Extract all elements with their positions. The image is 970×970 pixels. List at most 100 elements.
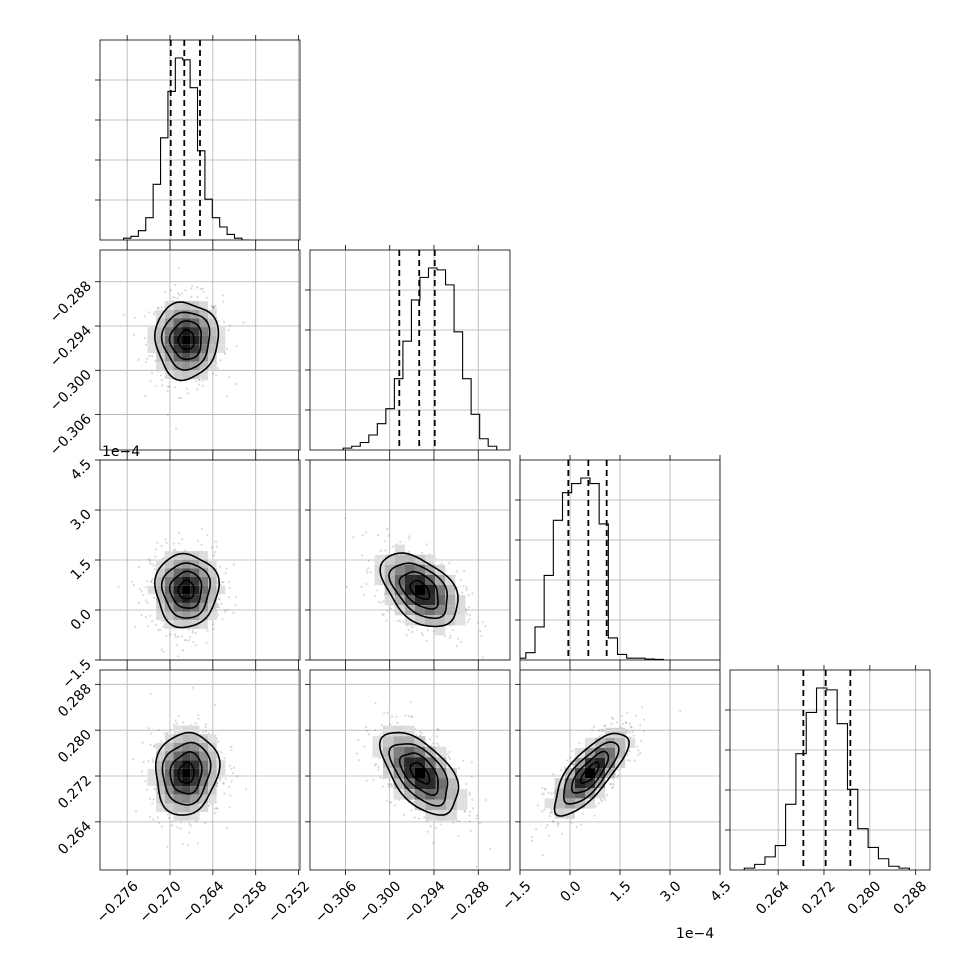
sample-point	[218, 565, 221, 568]
density-cell	[435, 789, 447, 800]
sample-point	[489, 847, 492, 851]
density-contour	[153, 301, 220, 382]
sample-point	[160, 544, 163, 548]
density-cell	[182, 794, 191, 804]
sample-point	[214, 307, 218, 310]
sample-point	[467, 593, 470, 597]
sample-point	[231, 772, 235, 775]
sample-point	[626, 753, 629, 756]
density-cell	[404, 585, 415, 596]
sample-point	[173, 296, 176, 299]
density-cell	[414, 615, 425, 626]
density-cell	[208, 585, 217, 595]
sample-point	[461, 759, 465, 762]
sample-point	[389, 607, 392, 610]
density-cell	[164, 361, 174, 371]
sample-point	[390, 783, 393, 786]
sample-point	[480, 634, 483, 638]
density-contour	[161, 741, 212, 806]
density-cell	[605, 737, 616, 748]
sample-point	[637, 753, 640, 756]
sample-point	[222, 581, 225, 584]
density-cell	[156, 768, 165, 778]
sample-point	[382, 600, 385, 603]
sample-point	[428, 738, 431, 741]
sample-point	[377, 768, 380, 771]
sample-point	[174, 635, 177, 638]
sample-point	[203, 822, 207, 825]
sample-point	[374, 763, 377, 767]
sample-point	[145, 360, 148, 363]
density-cell	[156, 318, 165, 327]
sample-point	[149, 379, 152, 382]
density-cell	[199, 751, 208, 761]
sample-point	[546, 824, 549, 827]
sample-point	[601, 728, 604, 731]
sample-point	[182, 721, 185, 724]
sample-point	[186, 392, 189, 395]
density-contour	[379, 552, 459, 628]
sample-point	[367, 733, 370, 736]
sample-point	[152, 818, 155, 821]
sample-point	[386, 799, 389, 802]
density-cell	[182, 327, 191, 336]
density-cell	[199, 777, 208, 787]
sample-point	[184, 289, 187, 292]
sample-point	[366, 729, 369, 732]
sample-point	[213, 554, 216, 557]
x-offset-label: 1e−4	[676, 926, 714, 942]
sample-point	[227, 329, 230, 332]
sample-point	[152, 798, 155, 801]
sample-point	[437, 727, 440, 731]
density-cell	[199, 577, 208, 586]
sample-point	[470, 775, 473, 778]
sample-point	[626, 759, 629, 762]
density-cell	[585, 778, 596, 789]
sample-point	[216, 784, 219, 788]
sample-point	[144, 343, 148, 346]
sample-point	[612, 783, 615, 786]
density-cell	[446, 767, 457, 779]
panel-frame	[309, 249, 511, 451]
sample-point	[547, 791, 550, 795]
density-contour	[409, 579, 431, 601]
sample-point	[173, 283, 177, 286]
sample-point	[374, 594, 377, 597]
sample-point	[214, 703, 217, 707]
sample-point	[385, 619, 388, 622]
sample-point	[386, 609, 389, 613]
density-cell	[173, 559, 183, 569]
sample-point	[619, 726, 622, 729]
sample-point	[199, 288, 203, 291]
density-cell	[435, 615, 446, 626]
density-contour	[579, 761, 600, 784]
sample-point	[214, 551, 217, 554]
sample-point	[223, 792, 226, 795]
sample-point	[468, 791, 471, 794]
density-cell	[190, 803, 200, 812]
sample-point	[643, 718, 646, 721]
density-cell	[585, 788, 596, 799]
density-cell	[445, 605, 456, 616]
sample-point	[603, 724, 606, 728]
panel-frame	[99, 249, 301, 451]
sample-point	[440, 562, 443, 566]
density-cell	[190, 361, 200, 371]
sample-point	[175, 722, 178, 725]
sample-point	[550, 792, 553, 795]
sample-point	[145, 599, 148, 602]
density-cell	[574, 778, 585, 789]
density-cell	[595, 768, 606, 779]
sample-point	[410, 715, 413, 718]
sample-point	[195, 820, 198, 823]
sample-point	[430, 744, 433, 747]
sample-point	[234, 604, 237, 607]
x-tick-label: −0.288	[445, 878, 493, 926]
density-cell	[199, 742, 208, 752]
sample-point	[150, 580, 153, 584]
sample-point	[611, 787, 614, 790]
sample-point	[470, 761, 473, 764]
density-contour	[169, 750, 203, 795]
sample-point	[484, 798, 487, 802]
sample-point	[478, 822, 482, 825]
